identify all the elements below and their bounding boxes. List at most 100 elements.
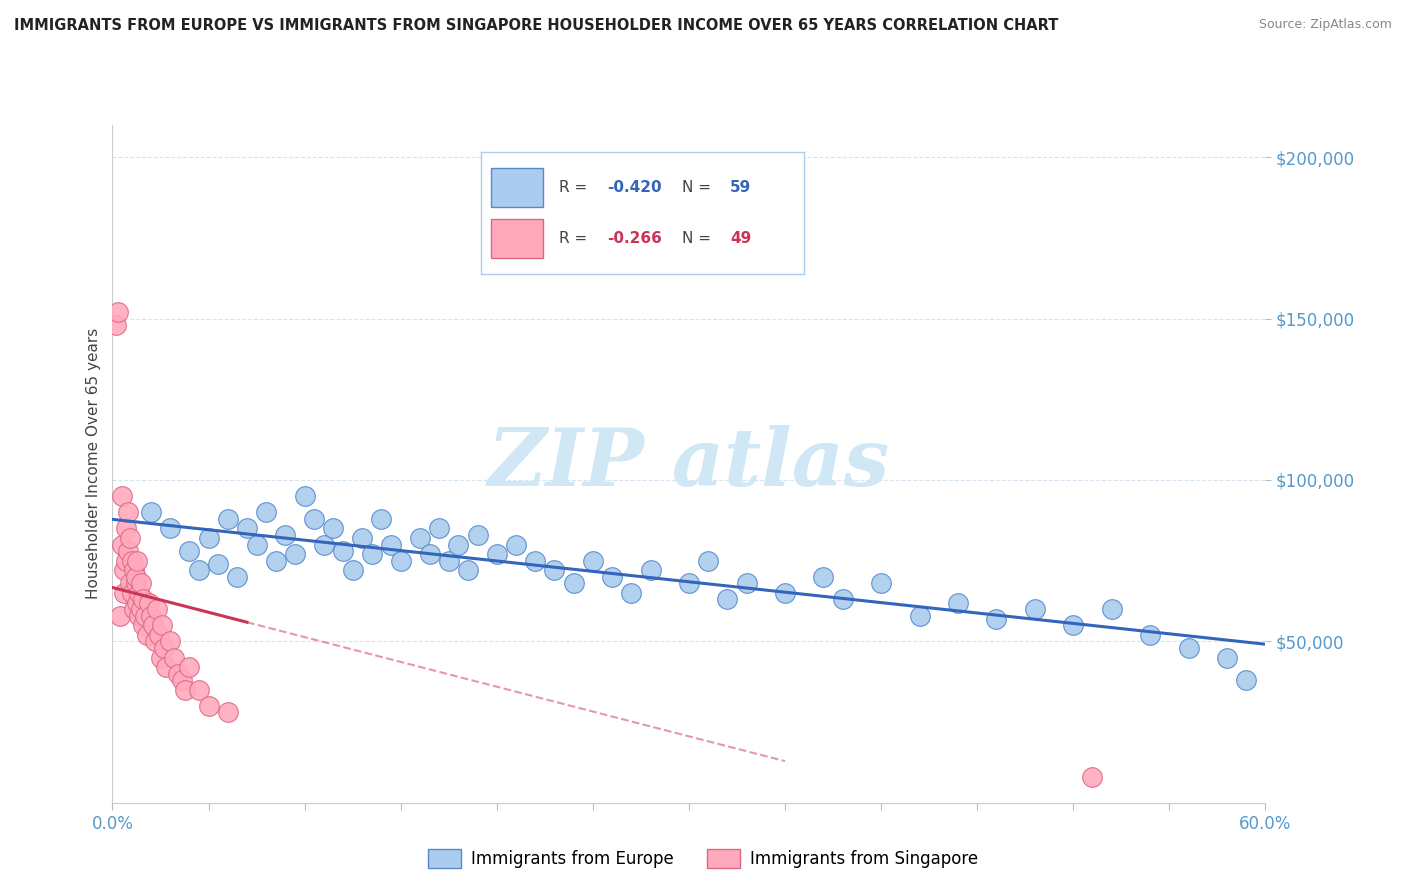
Point bbox=[118, 576, 141, 591]
Point bbox=[145, 602, 167, 616]
Point bbox=[813, 570, 835, 584]
Point bbox=[678, 576, 700, 591]
Point bbox=[217, 512, 239, 526]
Point bbox=[352, 531, 374, 545]
Point bbox=[179, 660, 201, 674]
Point bbox=[582, 554, 605, 568]
Point bbox=[342, 563, 364, 577]
Point bbox=[505, 537, 527, 551]
Point bbox=[111, 489, 134, 503]
Point bbox=[716, 592, 738, 607]
Text: IMMIGRANTS FROM EUROPE VS IMMIGRANTS FROM SINGAPORE HOUSEHOLDER INCOME OVER 65 Y: IMMIGRANTS FROM EUROPE VS IMMIGRANTS FRO… bbox=[14, 18, 1059, 33]
Point bbox=[142, 618, 165, 632]
Point bbox=[419, 547, 441, 561]
Point bbox=[128, 608, 150, 623]
Point bbox=[132, 618, 155, 632]
Point bbox=[187, 682, 211, 697]
Point bbox=[117, 544, 139, 558]
Point bbox=[467, 528, 489, 542]
Point bbox=[179, 544, 201, 558]
Point bbox=[166, 666, 188, 681]
Point bbox=[117, 505, 139, 519]
Point bbox=[1081, 770, 1104, 784]
Point bbox=[197, 531, 219, 545]
Point bbox=[735, 576, 758, 591]
Text: ZIP atlas: ZIP atlas bbox=[488, 425, 890, 502]
Point bbox=[105, 318, 128, 332]
Point bbox=[138, 596, 160, 610]
Point bbox=[132, 592, 155, 607]
Point bbox=[245, 537, 267, 551]
Point bbox=[159, 521, 181, 535]
Point bbox=[128, 586, 150, 600]
Point bbox=[284, 547, 307, 561]
Point bbox=[149, 650, 172, 665]
Point bbox=[370, 512, 392, 526]
Point bbox=[226, 570, 249, 584]
Text: Source: ZipAtlas.com: Source: ZipAtlas.com bbox=[1258, 18, 1392, 31]
Point bbox=[129, 576, 153, 591]
Point bbox=[207, 557, 229, 571]
Point bbox=[485, 547, 508, 561]
Point bbox=[236, 521, 259, 535]
Point bbox=[274, 528, 297, 542]
Point bbox=[332, 544, 354, 558]
Y-axis label: Householder Income Over 65 years: Householder Income Over 65 years bbox=[86, 328, 101, 599]
Point bbox=[124, 576, 146, 591]
Point bbox=[831, 592, 853, 607]
Point bbox=[986, 612, 1008, 626]
Point bbox=[908, 608, 931, 623]
Point bbox=[697, 554, 720, 568]
Point bbox=[115, 554, 138, 568]
Point bbox=[1024, 602, 1046, 616]
Point bbox=[159, 634, 181, 648]
Point bbox=[447, 537, 470, 551]
Point bbox=[312, 537, 335, 551]
Point bbox=[1234, 673, 1257, 687]
Point bbox=[118, 531, 141, 545]
Point bbox=[294, 489, 316, 503]
Point bbox=[127, 596, 149, 610]
Point bbox=[1216, 650, 1239, 665]
Point bbox=[457, 563, 479, 577]
Point bbox=[124, 570, 146, 584]
Point bbox=[122, 563, 145, 577]
Point bbox=[217, 706, 239, 720]
Point bbox=[640, 563, 662, 577]
Legend: Immigrants from Europe, Immigrants from Singapore: Immigrants from Europe, Immigrants from … bbox=[420, 842, 986, 875]
Point bbox=[524, 554, 547, 568]
Point bbox=[1177, 640, 1199, 655]
Point bbox=[134, 608, 156, 623]
Point bbox=[1062, 618, 1084, 632]
Point bbox=[1139, 628, 1161, 642]
Point bbox=[148, 628, 170, 642]
Point bbox=[121, 586, 143, 600]
Point bbox=[107, 305, 129, 319]
Point bbox=[187, 563, 211, 577]
Point bbox=[620, 586, 643, 600]
Point bbox=[409, 531, 432, 545]
Point bbox=[122, 602, 145, 616]
Point bbox=[543, 563, 565, 577]
Point bbox=[170, 673, 193, 687]
Point bbox=[139, 608, 162, 623]
Point bbox=[304, 512, 326, 526]
Point bbox=[136, 628, 159, 642]
Point bbox=[129, 602, 153, 616]
Point bbox=[112, 586, 135, 600]
Point bbox=[111, 537, 134, 551]
Point bbox=[163, 650, 186, 665]
Point bbox=[127, 554, 149, 568]
Point bbox=[153, 640, 176, 655]
Point bbox=[1101, 602, 1123, 616]
Point bbox=[155, 660, 177, 674]
Point bbox=[389, 554, 412, 568]
Point bbox=[322, 521, 344, 535]
Point bbox=[174, 682, 197, 697]
Point bbox=[870, 576, 893, 591]
Point bbox=[143, 634, 166, 648]
Point bbox=[112, 563, 135, 577]
Point bbox=[152, 618, 174, 632]
Point bbox=[562, 576, 585, 591]
Point bbox=[380, 537, 402, 551]
